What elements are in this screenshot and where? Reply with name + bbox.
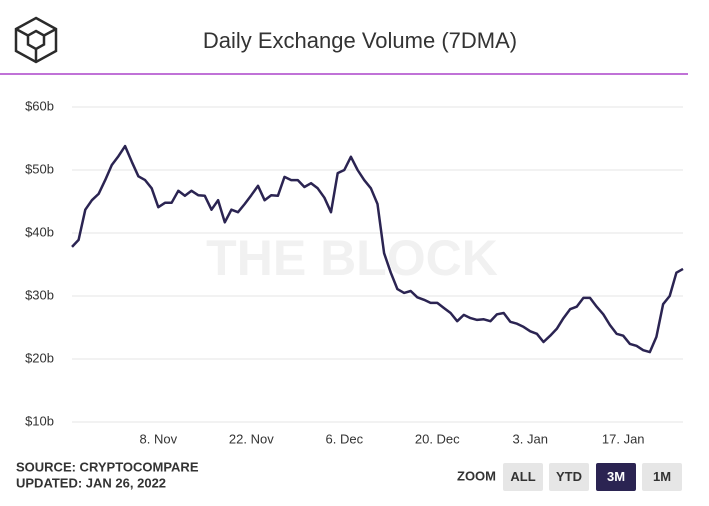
zoom-button-label[interactable]: 1M	[653, 469, 671, 484]
x-tick-label: 17. Jan	[602, 431, 645, 446]
zoom-label: ZOOM	[457, 468, 496, 483]
y-tick-label: $20b	[25, 350, 54, 365]
y-tick-label: $60b	[25, 98, 54, 113]
data-line	[71, 144, 684, 354]
x-tick-label: 20. Dec	[415, 431, 460, 446]
zoom-button-label[interactable]: YTD	[556, 469, 582, 484]
x-tick-label: 8. Nov	[140, 431, 178, 446]
zoom-button-label[interactable]: 3M	[607, 469, 625, 484]
watermark: THE BLOCK	[206, 230, 498, 286]
zoom-button[interactable]	[503, 463, 543, 491]
x-tick-label: 3. Jan	[513, 431, 548, 446]
y-tick-label: $40b	[25, 224, 54, 239]
zoom-button[interactable]	[596, 463, 636, 491]
updated: UPDATED: JAN 26, 2022	[16, 475, 166, 490]
zoom-button[interactable]	[549, 463, 589, 491]
zoom-button-label[interactable]: ALL	[510, 469, 535, 484]
zoom-button[interactable]	[642, 463, 682, 491]
chart-title: Daily Exchange Volume (7DMA)	[203, 28, 517, 53]
y-tick-label: $50b	[25, 161, 54, 176]
logo	[14, 16, 58, 64]
x-tick-label: 6. Dec	[326, 431, 364, 446]
y-tick-label: $10b	[25, 413, 54, 428]
x-tick-label: 22. Nov	[229, 431, 274, 446]
y-tick-label: $30b	[25, 287, 54, 302]
source: SOURCE: CRYPTOCOMPARE	[16, 459, 199, 474]
